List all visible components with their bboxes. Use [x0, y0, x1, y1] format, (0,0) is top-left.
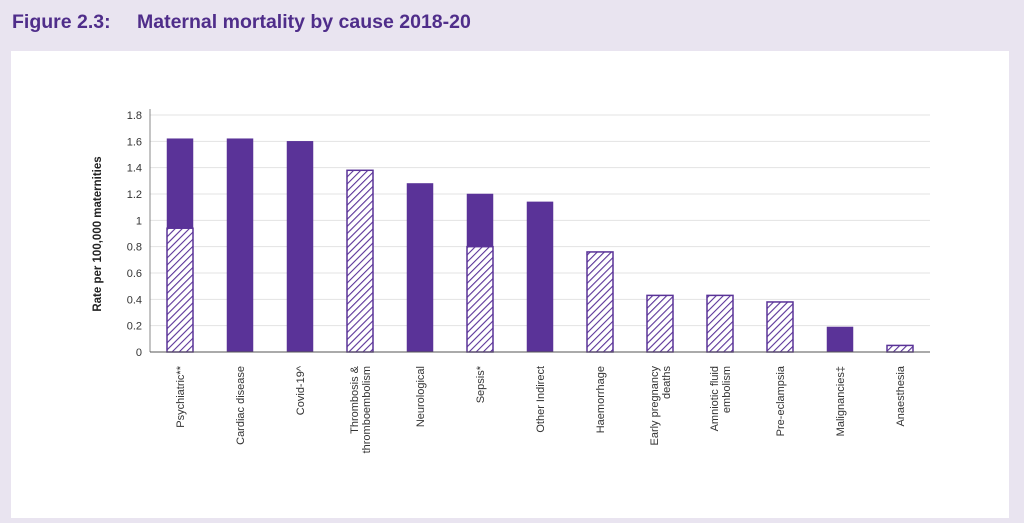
hatched-bar — [886, 344, 914, 353]
y-tick-label: 0.6 — [127, 268, 142, 280]
hatched-bar — [166, 227, 194, 353]
y-tick-label: 1.2 — [127, 189, 142, 201]
figure-title: Figure 2.3: Maternal mortality by cause 2… — [12, 11, 471, 34]
x-tick-label: deaths — [661, 366, 673, 400]
hatched-bar — [586, 251, 614, 353]
x-tick-label: Malignancies‡ — [835, 366, 847, 436]
solid-bar — [166, 138, 194, 229]
solid-bar — [826, 326, 854, 353]
y-tick-label: 1.6 — [127, 136, 142, 148]
x-tick-label: Psychiatric** — [175, 365, 187, 427]
x-tick-label: Amniotic fluid — [709, 366, 721, 431]
x-tick-label: Other Indirect — [535, 366, 547, 433]
hatched-bar — [346, 169, 374, 353]
solid-bar — [526, 201, 554, 353]
hatched-bar — [766, 301, 794, 353]
x-tick-label: Covid-19^ — [295, 365, 307, 415]
y-tick-label: 1.8 — [127, 110, 142, 122]
hatched-bar — [466, 245, 494, 353]
x-tick-label: thromboembolism — [361, 366, 373, 453]
y-tick-label: 0.8 — [127, 242, 142, 254]
y-tick-label: 1 — [136, 215, 142, 227]
x-tick-label: Neurological — [415, 366, 427, 427]
x-tick-label: Pre-eclampsia — [775, 365, 787, 436]
x-tick-label: Thrombosis & — [349, 365, 361, 434]
solid-bar — [466, 193, 494, 247]
x-tick-label: Anaesthesia — [895, 365, 907, 426]
y-tick-label: 0 — [136, 347, 142, 359]
x-tick-label: Early pregnancy — [649, 366, 661, 446]
solid-bar — [406, 183, 434, 353]
figure-caption: Maternal mortality by cause 2018-20 — [137, 11, 471, 33]
x-tick-label: Haemorrhage — [595, 366, 607, 433]
y-tick-label: 1.4 — [127, 163, 142, 175]
y-tick-label: 0.2 — [127, 321, 142, 333]
x-tick-label: Sepsis* — [475, 365, 487, 403]
figure-number: Figure 2.3: — [12, 11, 111, 33]
hatched-bar — [646, 294, 674, 353]
x-tick-label: embolism — [721, 366, 733, 413]
solid-bar — [226, 138, 254, 353]
y-axis-label: Rate per 100,000 maternities — [92, 156, 104, 311]
y-tick-label: 0.4 — [127, 294, 142, 306]
solid-bar — [286, 141, 314, 353]
hatched-bar — [706, 294, 734, 353]
x-tick-label: Cardiac disease — [235, 366, 247, 445]
